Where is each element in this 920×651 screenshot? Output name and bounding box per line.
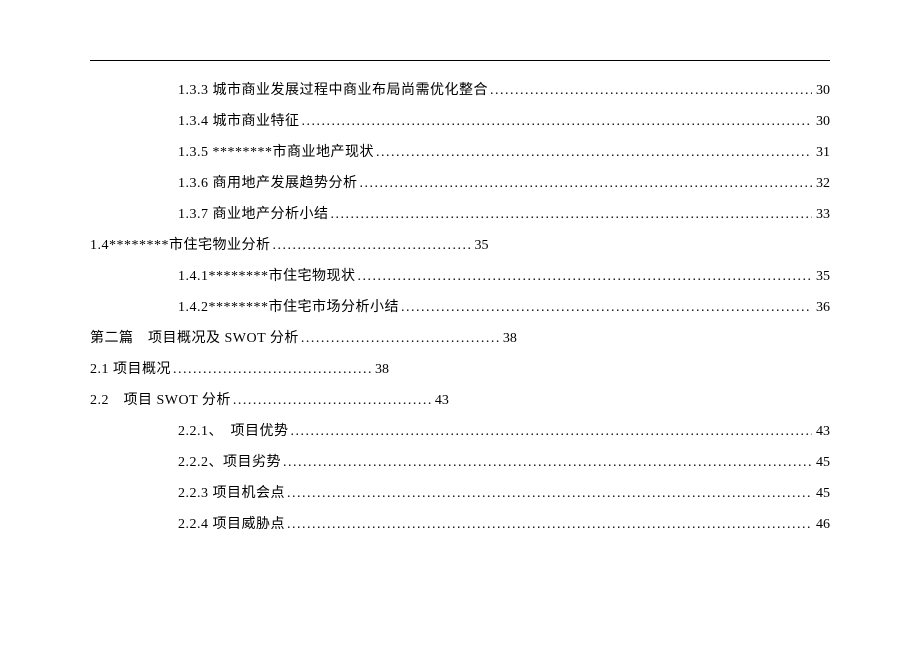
toc-entry-page: 32 bbox=[812, 176, 830, 192]
toc-entry-page: 35 bbox=[471, 238, 489, 254]
toc-leader-dots: ........................................… bbox=[399, 300, 812, 316]
toc-entry: 1.3.4 城市商业特征............................… bbox=[90, 110, 830, 141]
toc-leader-dots: ........................................… bbox=[285, 486, 812, 502]
toc-entry-page: 38 bbox=[499, 331, 517, 347]
toc-entry: 1.4.1********市住宅物现状.....................… bbox=[90, 265, 830, 296]
toc-leader-dots: ........................................… bbox=[329, 207, 813, 223]
toc-entry-page: 43 bbox=[431, 393, 449, 409]
toc-entry-page: 36 bbox=[812, 300, 830, 316]
toc-entry-title: 1.3.5 ********市商业地产现状 bbox=[178, 141, 374, 161]
toc-entry: 2.2.1、 项目优势.............................… bbox=[90, 420, 830, 451]
toc-leader-dots: ........................................… bbox=[231, 393, 431, 409]
toc-leader-dots: ........................................… bbox=[300, 114, 813, 130]
toc-entry: 2.2.4 项目威胁点.............................… bbox=[90, 513, 830, 544]
toc-leader-dots: ........................................… bbox=[299, 331, 499, 347]
toc-entry-page: 30 bbox=[812, 114, 830, 130]
toc-entry-title: 第二篇 项目概况及 SWOT 分析 bbox=[90, 327, 299, 347]
toc-entry-title: 1.3.4 城市商业特征 bbox=[178, 110, 300, 130]
toc-leader-dots: ........................................… bbox=[281, 455, 812, 471]
toc-entry-page: 45 bbox=[812, 486, 830, 502]
toc-leader-dots: ........................................… bbox=[358, 176, 813, 192]
toc-entry-page: 45 bbox=[812, 455, 830, 471]
toc-entry-title: 2.2.1、 项目优势 bbox=[178, 420, 289, 440]
toc-entry-title: 2.2.4 项目威胁点 bbox=[178, 513, 285, 533]
toc-entry-title: 1.4.1********市住宅物现状 bbox=[178, 265, 356, 285]
toc-leader-dots: ........................................… bbox=[374, 145, 812, 161]
toc-entry: 2.2 项目 SWOT 分析..........................… bbox=[90, 389, 830, 420]
toc-entry: 2.1 项目概况................................… bbox=[90, 358, 830, 389]
toc-entry-title: 2.2 项目 SWOT 分析 bbox=[90, 389, 231, 409]
toc-entry-page: 33 bbox=[812, 207, 830, 223]
toc-entry: 1.3.6 商用地产发展趋势分析........................… bbox=[90, 172, 830, 203]
toc-entry-title: 2.2.2、项目劣势 bbox=[178, 451, 281, 471]
toc-entry-page: 43 bbox=[812, 424, 830, 440]
toc-entry: 1.3.3 城市商业发展过程中商业布局尚需优化整合...............… bbox=[90, 79, 830, 110]
toc-leader-dots: ........................................… bbox=[289, 424, 813, 440]
toc-entry-title: 2.1 项目概况 bbox=[90, 358, 171, 378]
page-top-rule bbox=[90, 60, 830, 61]
toc-entry: 第二篇 项目概况及 SWOT 分析.......................… bbox=[90, 327, 830, 358]
toc-entry-title: 1.3.6 商用地产发展趋势分析 bbox=[178, 172, 358, 192]
toc-entry: 1.3.7 商业地产分析小结..........................… bbox=[90, 203, 830, 234]
toc-leader-dots: ........................................… bbox=[285, 517, 812, 533]
toc-entry: 1.4********市住宅物业分析......................… bbox=[90, 234, 830, 265]
toc-entry: 2.2.3 项目机会点.............................… bbox=[90, 482, 830, 513]
toc-entry: 2.2.2、项目劣势..............................… bbox=[90, 451, 830, 482]
toc-entry-page: 31 bbox=[812, 145, 830, 161]
toc-entry-title: 1.3.3 城市商业发展过程中商业布局尚需优化整合 bbox=[178, 79, 488, 99]
toc-leader-dots: ........................................… bbox=[171, 362, 371, 378]
toc-entry-page: 46 bbox=[812, 517, 830, 533]
toc-leader-dots: ........................................… bbox=[271, 238, 471, 254]
toc-entry: 1.4.2********市住宅市场分析小结..................… bbox=[90, 296, 830, 327]
toc-entry: 1.3.5 ********市商业地产现状...................… bbox=[90, 141, 830, 172]
toc-entry-title: 1.3.7 商业地产分析小结 bbox=[178, 203, 329, 223]
toc-entry-title: 1.4.2********市住宅市场分析小结 bbox=[178, 296, 399, 316]
toc-entry-title: 2.2.3 项目机会点 bbox=[178, 482, 285, 502]
toc-entry-title: 1.4********市住宅物业分析 bbox=[90, 234, 271, 254]
toc-entry-page: 30 bbox=[812, 83, 830, 99]
toc-leader-dots: ........................................… bbox=[488, 83, 812, 99]
toc-leader-dots: ........................................… bbox=[356, 269, 813, 285]
table-of-contents: 1.3.3 城市商业发展过程中商业布局尚需优化整合...............… bbox=[90, 79, 830, 544]
toc-entry-page: 38 bbox=[371, 362, 389, 378]
toc-entry-page: 35 bbox=[812, 269, 830, 285]
